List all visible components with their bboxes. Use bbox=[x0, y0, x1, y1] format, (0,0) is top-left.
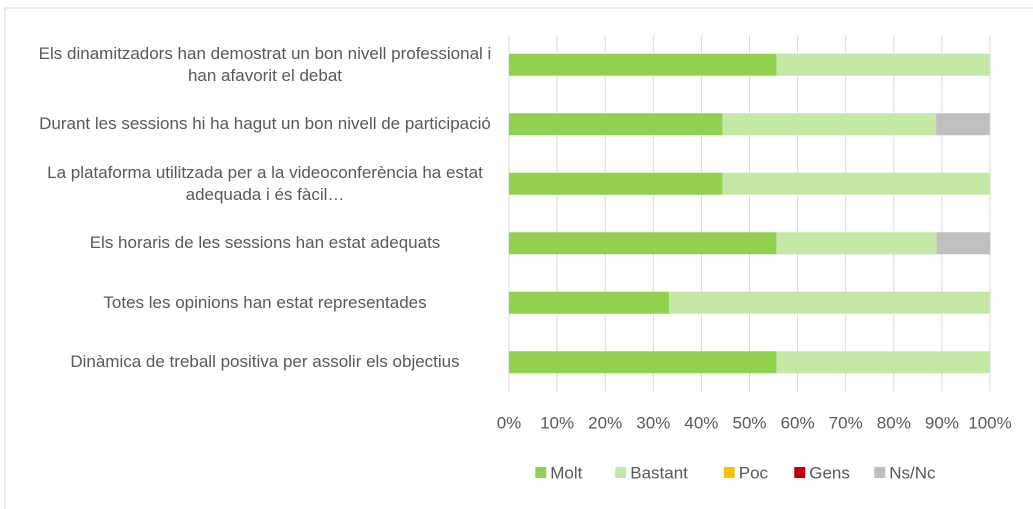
x-tick-label: 40% bbox=[684, 413, 718, 432]
bar-segment bbox=[509, 232, 777, 255]
x-tick-label: 50% bbox=[732, 413, 766, 432]
legend-label: Bastant bbox=[630, 463, 688, 482]
legend-swatch bbox=[794, 467, 806, 478]
bar-segment bbox=[776, 351, 990, 374]
bar-segment bbox=[776, 232, 937, 255]
category-label: Dinàmica de treball positiva per assolir… bbox=[70, 352, 460, 372]
legend-swatch bbox=[615, 467, 627, 478]
legend-swatch bbox=[723, 467, 735, 478]
category-label: Durant les sessions hi ha hagut un bon n… bbox=[39, 114, 491, 134]
x-tick-label: 70% bbox=[829, 413, 863, 432]
bar-segment bbox=[509, 113, 723, 136]
bar-segment bbox=[509, 53, 777, 76]
bar-segment bbox=[509, 172, 723, 195]
legend-label: Ns/Nc bbox=[889, 463, 936, 482]
bar-segment bbox=[722, 172, 990, 195]
x-tick-label: 90% bbox=[925, 413, 959, 432]
legend-label: Poc bbox=[739, 463, 769, 482]
bar-segment bbox=[509, 351, 777, 374]
category-label: Els horaris de les sessions han estat ad… bbox=[89, 233, 441, 253]
legend-swatch bbox=[874, 467, 886, 478]
bar-segment bbox=[936, 232, 990, 255]
category-label: Els dinamitzadors han demostrat un bon n… bbox=[38, 43, 492, 85]
x-tick-label: 0% bbox=[497, 413, 522, 432]
bar-segment bbox=[776, 53, 990, 76]
legend-label: Gens bbox=[809, 463, 850, 482]
x-tick-label: 20% bbox=[588, 413, 622, 432]
bar-segment bbox=[722, 113, 937, 136]
x-tick-label: 60% bbox=[781, 413, 815, 432]
x-tick-label: 80% bbox=[877, 413, 911, 432]
bar-segment bbox=[509, 291, 670, 314]
x-tick-label: 100% bbox=[968, 413, 1011, 432]
bar-segment bbox=[936, 113, 990, 136]
x-tick-label: 30% bbox=[636, 413, 670, 432]
bar-segment bbox=[669, 291, 990, 314]
legend-swatch bbox=[535, 467, 547, 478]
chart-border bbox=[4, 7, 1033, 509]
category-label: Totes les opinions han estat representad… bbox=[103, 292, 427, 312]
x-tick-label: 10% bbox=[540, 413, 574, 432]
category-label: La plataforma utilitzada per a la videoc… bbox=[47, 162, 483, 204]
legend-label: Molt bbox=[550, 463, 582, 482]
